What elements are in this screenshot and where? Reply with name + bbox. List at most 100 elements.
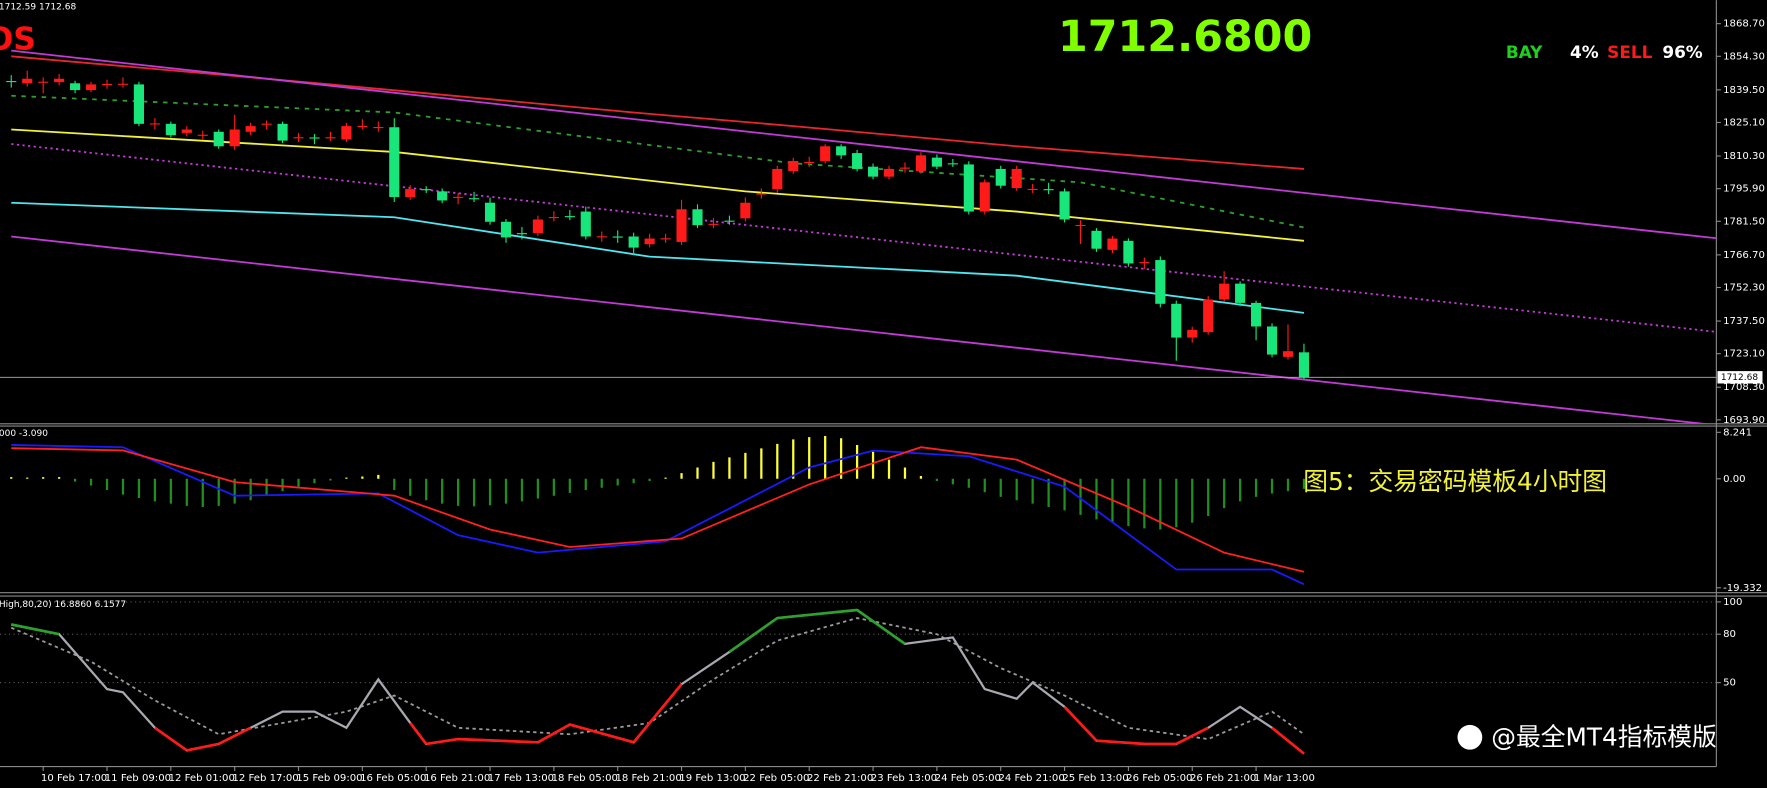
zone-segment xyxy=(425,737,459,746)
candle-body xyxy=(995,168,1006,186)
candle-body xyxy=(405,189,416,198)
zone-segment xyxy=(218,726,252,746)
candle-body xyxy=(1266,326,1278,355)
x-tick-label: 26 Feb 21:00 xyxy=(1190,773,1256,784)
y-tick-label: 0.00 xyxy=(1723,474,1746,485)
candle-body xyxy=(772,168,783,190)
x-tick-label: 17 Feb 13:00 xyxy=(488,773,554,784)
candle-body xyxy=(197,134,208,136)
y-tick-label: -19.332 xyxy=(1723,583,1762,594)
candle-body xyxy=(963,164,974,212)
overlay-line xyxy=(11,201,1305,314)
zone-segment xyxy=(777,608,858,620)
candle-body xyxy=(852,153,863,169)
x-tick-label: 24 Feb 21:00 xyxy=(998,773,1064,784)
stochastic-label: High,80,20) 16.8860 6.1577 xyxy=(0,600,126,610)
candle-body xyxy=(101,83,113,86)
x-tick-label: 16 Feb 21:00 xyxy=(424,773,490,784)
caption: 图5：交易密码模板4小时图 xyxy=(1303,467,1607,496)
zone-segment xyxy=(154,726,188,752)
buy-percent: 4% xyxy=(1570,42,1599,62)
macd-label: 000 -3.090 xyxy=(0,429,48,439)
candle-body xyxy=(804,161,815,164)
candle-body xyxy=(820,146,831,162)
candle-body xyxy=(1187,329,1198,338)
zone-segment xyxy=(1175,726,1209,746)
zone-segment xyxy=(537,723,571,744)
candle-body xyxy=(660,238,671,240)
candle-body xyxy=(1043,189,1054,191)
zone-segment xyxy=(10,623,60,636)
x-tick-label: 23 Feb 13:00 xyxy=(871,773,937,784)
candle-body xyxy=(883,168,895,177)
watermark-icon xyxy=(1457,724,1483,750)
y-tick-label: 1810.30 xyxy=(1723,151,1765,162)
candle-body xyxy=(1203,299,1214,333)
x-tick-label: 26 Feb 05:00 xyxy=(1126,773,1192,784)
candle-body xyxy=(915,155,926,171)
watermark: @最全MT4指标模版 xyxy=(1491,722,1716,751)
signal-line xyxy=(10,617,1305,741)
candle-body xyxy=(1171,303,1182,338)
candle-body xyxy=(117,83,129,85)
stochastic-plot xyxy=(0,601,1717,755)
candle-body xyxy=(421,189,432,191)
candle-body xyxy=(213,131,224,147)
candle-body xyxy=(979,182,990,212)
x-tick-label: 15 Feb 09:00 xyxy=(296,773,362,784)
candle-body xyxy=(1282,351,1294,357)
candle-body xyxy=(867,166,879,177)
candle-body xyxy=(70,83,81,91)
x-tick-label: 12 Feb 01:00 xyxy=(169,773,235,784)
candle-body xyxy=(931,157,942,167)
candle-body xyxy=(261,123,272,125)
sell-percent: 96% xyxy=(1662,42,1702,62)
candle-body xyxy=(516,233,528,235)
y-tick-label: 1868.70 xyxy=(1723,19,1765,30)
y-tick-label: 1825.10 xyxy=(1723,117,1765,128)
candle-body xyxy=(644,238,655,245)
candle-body xyxy=(1235,283,1246,303)
zone-segment xyxy=(1096,739,1145,746)
candle-body xyxy=(149,123,160,125)
candle-body xyxy=(181,129,192,133)
candle-body xyxy=(469,198,480,200)
candle-body xyxy=(309,137,320,139)
x-tick-label: 10 Feb 17:00 xyxy=(41,773,107,784)
candle-body xyxy=(1123,240,1134,264)
candle-body xyxy=(548,216,559,219)
zone-segment xyxy=(409,722,428,745)
y-tick-label: 1737.50 xyxy=(1723,316,1765,327)
candle-body xyxy=(1091,230,1102,249)
frame xyxy=(0,0,1767,768)
zone-segment xyxy=(728,616,779,654)
y-tick-label: 1766.70 xyxy=(1723,250,1765,261)
y-tick-label: 80 xyxy=(1723,629,1736,640)
macd-line xyxy=(11,446,1305,573)
candle-body xyxy=(708,223,719,225)
y-tick-label: 1708.30 xyxy=(1723,382,1765,393)
overlay-line xyxy=(11,94,1305,229)
zone-segment xyxy=(186,742,219,752)
candle-body xyxy=(1251,302,1262,327)
candle-body xyxy=(676,209,687,242)
candle-body xyxy=(1298,352,1310,378)
candle-body xyxy=(740,202,751,219)
x-tick-label: 24 Feb 05:00 xyxy=(935,773,1001,784)
price-info: 1712.59 1712.68 xyxy=(0,2,76,12)
price-title: 1712.6800 xyxy=(1058,12,1312,62)
y-tick-label: 1839.50 xyxy=(1723,85,1765,96)
x-tick-label: 22 Feb 21:00 xyxy=(807,773,873,784)
last-price-label: 1712.68 xyxy=(1721,373,1758,383)
logo-text: OS xyxy=(0,22,36,58)
candle-body xyxy=(373,127,384,129)
y-tick-label: 1693.90 xyxy=(1723,415,1765,426)
candle-body xyxy=(437,191,448,201)
zone-segment xyxy=(1063,705,1098,742)
candle-body xyxy=(1155,260,1166,304)
candle-body xyxy=(245,126,256,132)
candle-body xyxy=(453,196,464,198)
candle-body xyxy=(724,220,735,222)
macd-line xyxy=(11,444,1305,586)
